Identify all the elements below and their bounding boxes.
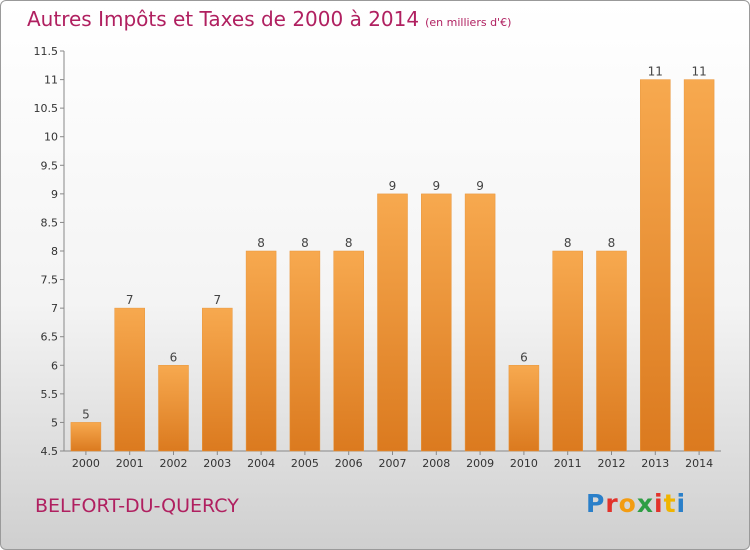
x-tick-label: 2007 — [379, 457, 407, 470]
bar — [158, 365, 189, 452]
bar-value-label: 8 — [345, 236, 353, 250]
bar-value-label: 6 — [170, 350, 178, 364]
chart-title-main: Autres Impôts et Taxes de 2000 à 2014 — [27, 7, 420, 31]
bar — [683, 79, 715, 452]
bar-value-label: 9 — [476, 179, 484, 193]
logo-letter: x — [636, 489, 654, 518]
bar — [202, 307, 233, 452]
chart-bars: 5 7 6 7 8 8 8 9 9 9 6 8 8 11 11 — [70, 65, 715, 452]
y-tick-label: 11.5 — [34, 45, 59, 58]
x-tick-label: 2005 — [291, 457, 319, 470]
y-tick-label: 4.5 — [41, 445, 59, 458]
y-tick-label: 11 — [44, 74, 58, 87]
bar — [114, 307, 145, 452]
chart-unit: (en milliers d'€) — [425, 16, 512, 29]
x-tick-label: 2009 — [466, 457, 494, 470]
x-tick-label: 2003 — [203, 457, 231, 470]
y-tick-label: 7.5 — [41, 274, 59, 287]
bar-value-label: 7 — [126, 293, 134, 307]
y-tick-label: 8.5 — [41, 216, 59, 229]
x-tick-label: 2006 — [335, 457, 363, 470]
bar — [508, 365, 540, 452]
bar-value-label: 9 — [389, 179, 397, 193]
y-tick-label: 6.5 — [41, 331, 59, 344]
y-tick-label: 9.5 — [41, 159, 59, 172]
bar-value-label: 8 — [564, 236, 572, 250]
y-tick-label: 8 — [51, 245, 58, 258]
logo-letter: t — [663, 489, 677, 518]
bar-value-label: 6 — [520, 350, 528, 364]
y-tick-label: 10.5 — [34, 102, 59, 115]
x-tick-label: 2008 — [422, 457, 450, 470]
logo-letter: i — [654, 489, 664, 518]
x-tick-label: 2002 — [160, 457, 188, 470]
bar — [377, 193, 408, 452]
town-name: BELFORT-DU-QUERCY — [35, 495, 239, 517]
bar — [333, 250, 364, 452]
bar — [245, 250, 277, 452]
logo-letter: P — [586, 489, 606, 518]
bar-value-label: 8 — [301, 236, 309, 250]
y-tick-label: 5 — [51, 416, 58, 429]
y-tick-label: 6 — [51, 359, 58, 372]
bar-value-label: 7 — [213, 293, 221, 307]
y-tick-label: 10 — [44, 131, 58, 144]
bar-value-label: 9 — [432, 179, 440, 193]
bar — [464, 193, 496, 452]
y-tick-label: 5.5 — [41, 388, 59, 401]
bar-value-label: 11 — [648, 65, 663, 79]
proxiti-logo: Proxiti — [586, 489, 686, 518]
logo-letter: i — [676, 489, 687, 518]
x-tick-label: 2001 — [116, 457, 144, 470]
x-tick-label: 2000 — [72, 457, 100, 470]
bar-value-label: 11 — [691, 65, 706, 79]
x-tick-label: 2012 — [598, 457, 626, 470]
x-tick-label: 2014 — [685, 457, 713, 470]
chart-axes: 4.5 5 5.5 6 6.5 7 7.5 8 8.5 9 9.5 10 10.5 11 11.5 2000 2… — [34, 45, 721, 470]
bar-value-label: 8 — [608, 236, 616, 250]
x-tick-label: 2013 — [641, 457, 669, 470]
x-tick-label: 2011 — [554, 457, 582, 470]
bar — [640, 79, 671, 452]
bar — [596, 250, 627, 452]
bar-value-label: 5 — [82, 407, 90, 421]
logo-letter: r — [605, 489, 619, 518]
chart-title: Autres Impôts et Taxes de 2000 à 2014 (en… — [27, 7, 511, 31]
bar — [289, 250, 321, 452]
bar — [421, 193, 452, 452]
logo-letter: o — [618, 489, 637, 518]
bar-value-label: 8 — [257, 236, 265, 250]
y-tick-label: 9 — [51, 188, 58, 201]
bar — [70, 422, 102, 452]
y-tick-label: 7 — [51, 302, 58, 315]
x-tick-label: 2004 — [247, 457, 275, 470]
x-tick-label: 2010 — [510, 457, 538, 470]
bar — [552, 250, 583, 452]
